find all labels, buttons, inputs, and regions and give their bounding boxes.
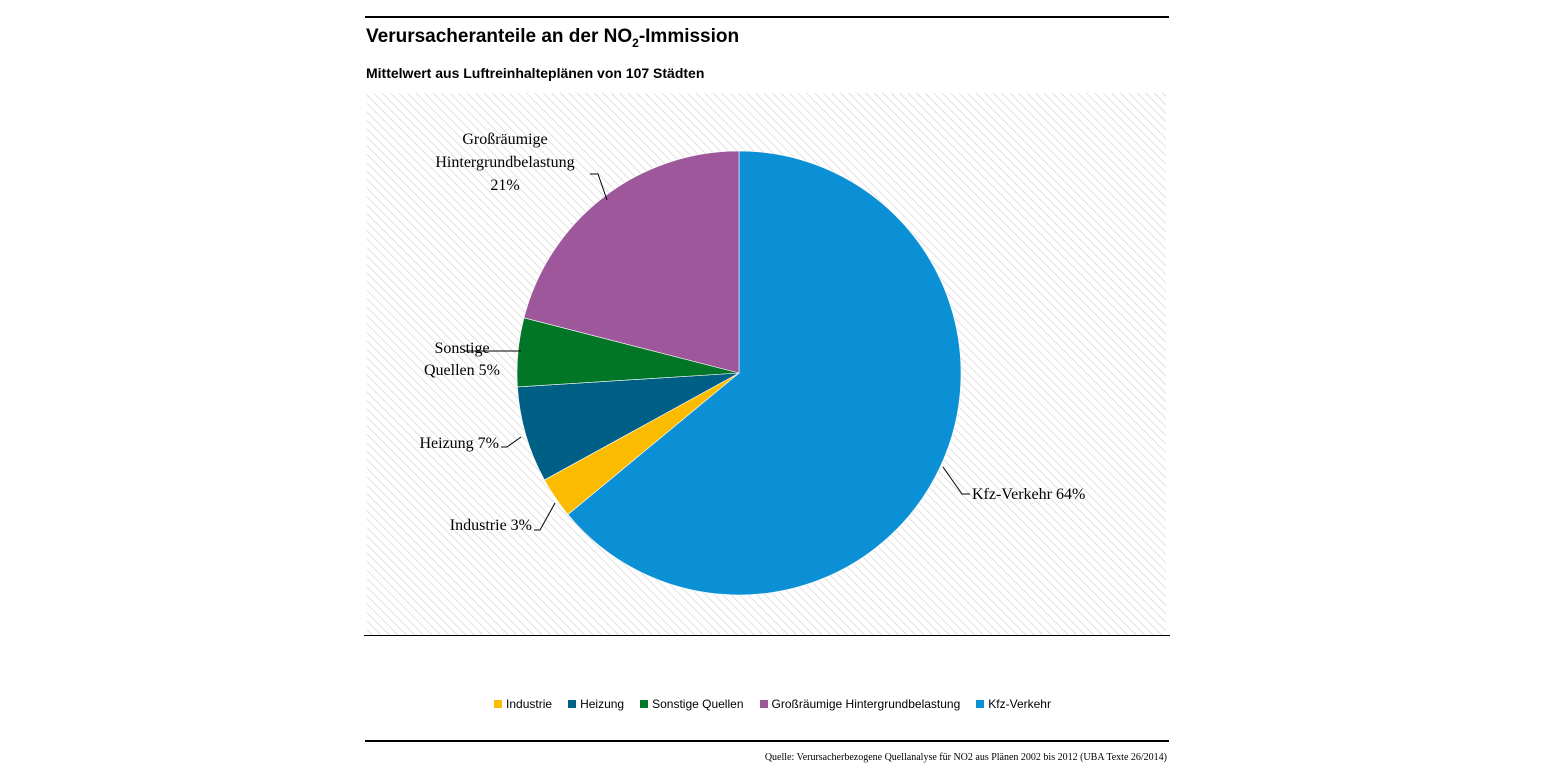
bottom-rule xyxy=(365,740,1169,742)
data-label-industrie: Industrie 3% xyxy=(450,517,532,534)
data-label-kfz-verkehr: Kfz-Verkehr 64% xyxy=(972,486,1085,503)
legend-item-heizung: Heizung xyxy=(568,697,624,711)
data-label-heizung: Heizung 7% xyxy=(419,435,499,452)
pie-slice-grossraeumige-hintergrundbelastung xyxy=(523,150,740,374)
data-label-grossraeumige-hintergrundbelastung: Großräumige Hintergrundbelastung 21% xyxy=(435,131,574,194)
leader-line-kfz-verkehr xyxy=(942,466,970,495)
legend-label: Heizung xyxy=(580,697,625,711)
legend-item-sonstige-quellen: Sonstige Quellen xyxy=(640,697,744,711)
legend-swatch xyxy=(976,700,985,708)
legend-item-industrie: Industrie xyxy=(494,697,552,711)
plot-bottom-rule xyxy=(364,635,1170,636)
leader-line-industrie xyxy=(534,502,556,531)
legend-label: Sonstige Quellen xyxy=(652,697,744,711)
legend-label: Kfz-Verkehr xyxy=(988,697,1051,711)
legend-label: Industrie xyxy=(506,697,553,711)
legend-label: Großräumige Hintergrundbelastung xyxy=(771,697,961,711)
source-note: Quelle: Verursacherbezogene Quellanalyse… xyxy=(764,752,1167,763)
legend-swatch xyxy=(759,700,768,708)
data-label-sonstige-quellen: Sonstige Quellen 5% xyxy=(424,340,500,379)
legend-item-kfz-verkehr: Kfz-Verkehr xyxy=(976,697,1051,711)
legend: Industrie Heizung Sonstige Quellen Großräum… xyxy=(0,697,1545,711)
pie-slice-kfz-verkehr xyxy=(567,150,962,596)
legend-swatch xyxy=(640,700,649,708)
top-rule xyxy=(365,16,1169,18)
chart-title: Verursacheranteile an der NO2-Immission xyxy=(366,26,740,50)
chart-subtitle: Mittelwert aus Luftreinhalteplänen von 1… xyxy=(366,65,705,81)
legend-swatch xyxy=(494,700,503,708)
legend-item-grossraeumige-hintergrundbelastung: Großräumige Hintergrundbelastung xyxy=(759,697,961,711)
legend-swatch xyxy=(568,700,577,708)
leader-line-grossraeumige-hintergrundbelastung xyxy=(590,173,608,201)
leader-line-heizung xyxy=(501,436,522,448)
